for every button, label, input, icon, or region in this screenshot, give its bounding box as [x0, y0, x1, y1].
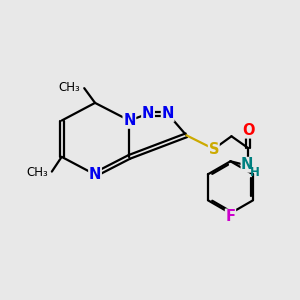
Text: CH₃: CH₃ — [58, 81, 80, 94]
Text: N: N — [142, 106, 154, 121]
Text: N: N — [161, 106, 174, 121]
Text: H: H — [250, 166, 260, 179]
Text: S: S — [208, 142, 219, 157]
Text: F: F — [226, 209, 236, 224]
Text: O: O — [242, 123, 254, 138]
Text: N: N — [89, 167, 101, 182]
Text: N: N — [241, 157, 253, 172]
Text: CH₃: CH₃ — [26, 166, 48, 179]
Text: N: N — [123, 113, 136, 128]
